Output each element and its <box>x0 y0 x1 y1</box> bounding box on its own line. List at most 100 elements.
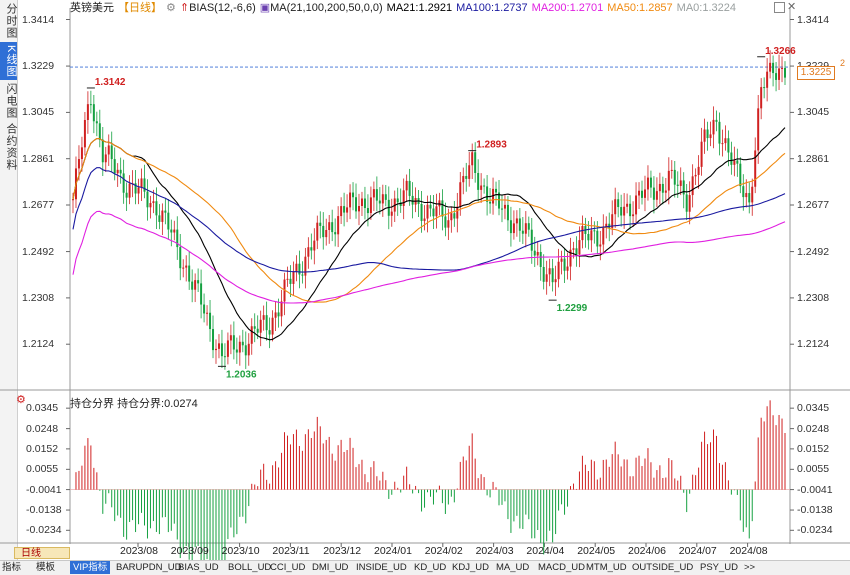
candle-body <box>593 230 596 232</box>
candle-body <box>763 87 766 89</box>
candle-body <box>104 154 107 163</box>
candle-body <box>72 199 74 201</box>
bottom-tab[interactable]: DMI_UD <box>312 562 349 573</box>
indicator-tick-label: 0.0152 <box>26 442 59 455</box>
bottom-tab[interactable]: >> <box>744 562 756 573</box>
candle-body <box>509 220 512 234</box>
side-tab-contract-info[interactable]: 合约资料 <box>5 123 17 171</box>
candle-body <box>113 159 116 174</box>
indicator-tick-label: 0.0152 <box>797 442 830 455</box>
bottom-tab[interactable]: 指标 <box>2 562 22 573</box>
candle-body <box>670 169 673 171</box>
candle-body <box>635 195 638 215</box>
candle-body <box>384 194 387 200</box>
close-icon[interactable]: ✕ <box>787 1 797 13</box>
price-chart[interactable]: 1.3142 1.2036 1.2893 1.2299 1.3266 <box>0 0 850 560</box>
bottom-tab[interactable]: INSIDE_UD <box>356 562 407 573</box>
side-tab-timeshare[interactable]: 分时图 <box>5 3 17 39</box>
candle-body <box>375 189 378 201</box>
candle-body <box>343 206 346 213</box>
candle-body <box>268 330 271 335</box>
side-tab-kline[interactable]: K线图 <box>0 42 17 80</box>
price-tick-label: 1.2124 <box>797 338 830 351</box>
time-axis-label: 2023/12 <box>323 545 362 557</box>
maximize-icon[interactable] <box>774 2 785 13</box>
bottom-tab[interactable]: KDJ_UD <box>452 562 489 573</box>
candle-body <box>530 229 533 251</box>
bottom-tab[interactable]: BARUPDN_UD <box>116 562 182 573</box>
candle-body <box>238 341 241 353</box>
candle-body <box>274 312 277 318</box>
candle-body <box>408 180 411 196</box>
candle-body <box>80 147 83 160</box>
indicator-value: 持仓分界:0.0274 <box>117 398 198 410</box>
ma-settings-icon[interactable]: ▣ <box>259 2 271 14</box>
candle-body <box>581 226 584 241</box>
candle-body <box>527 223 530 230</box>
candle-body <box>784 67 786 78</box>
candle-body <box>706 129 709 139</box>
candle-body <box>542 266 545 282</box>
bottom-tab[interactable]: MA_UD <box>496 562 530 573</box>
extreme-label: 1.3142 <box>95 77 126 88</box>
bottom-tab[interactable]: PSY_UD <box>700 562 739 573</box>
candle-body <box>390 211 393 216</box>
price-tick-label: 1.3045 <box>22 106 55 119</box>
bottom-tab[interactable]: VIP指标 <box>70 561 111 574</box>
candle-body <box>652 187 655 200</box>
candle-body <box>748 193 751 203</box>
candle-body <box>724 138 727 144</box>
candle-body <box>396 198 399 203</box>
candle-body <box>366 208 369 214</box>
candle-body <box>217 343 220 349</box>
bottom-tab[interactable]: BOLL_UD <box>228 562 272 573</box>
indicator-gear-icon[interactable]: ⚙ <box>16 394 26 406</box>
candle-body <box>599 244 602 247</box>
indicator-tick-label: 0.0345 <box>797 402 830 415</box>
candle-body <box>563 258 566 271</box>
candle-body <box>191 281 194 290</box>
time-axis-label: 2023/11 <box>272 545 310 557</box>
candle-body <box>727 138 730 153</box>
candle-body <box>405 180 408 191</box>
candle-body <box>203 304 206 314</box>
candle-body <box>262 315 265 320</box>
bottom-tab[interactable]: BIAS_UD <box>178 562 219 573</box>
candle-body <box>325 229 328 238</box>
candle-body <box>435 206 438 217</box>
bottom-tab[interactable]: CCI_UD <box>270 562 306 573</box>
candle-body <box>632 214 635 217</box>
candle-body <box>316 222 319 241</box>
indicator-legend: 持仓分界 持仓分界:0.0274 <box>70 395 198 411</box>
candle-body <box>766 71 769 88</box>
candle-body <box>769 62 772 72</box>
bottom-tab[interactable]: MTM_UD <box>586 562 627 573</box>
candle-body <box>286 278 289 280</box>
bottom-tab[interactable]: OUTSIDE_UD <box>632 562 694 573</box>
candle-body <box>462 176 465 183</box>
candle-body <box>691 176 694 196</box>
up-arrow-icon: ⇑ <box>179 2 190 14</box>
candle-body <box>122 173 125 193</box>
candle-body <box>232 335 235 350</box>
candle-body <box>554 279 557 283</box>
candle-body <box>533 250 536 256</box>
candle-body <box>679 180 682 186</box>
bottom-tab[interactable]: KD_UD <box>414 562 447 573</box>
candle-body <box>381 194 384 204</box>
period-button[interactable]: 日线 <box>14 547 70 559</box>
candle-body <box>176 229 179 248</box>
bottom-tab[interactable]: MACD_UD <box>538 562 585 573</box>
gear-icon[interactable]: ⚙ <box>166 2 176 14</box>
candle-body <box>292 271 295 284</box>
candle-body <box>587 233 590 241</box>
candle-body <box>220 343 223 357</box>
candle-body <box>429 204 432 209</box>
candle-body <box>334 232 337 235</box>
candle-body <box>611 214 614 229</box>
bottom-tab[interactable]: 模板 <box>36 562 56 573</box>
side-tab-lightning[interactable]: 闪电图 <box>5 83 17 119</box>
candle-body <box>480 185 483 190</box>
ma0-value: MA0:1.3224 <box>676 2 736 14</box>
candle-body <box>161 210 164 222</box>
